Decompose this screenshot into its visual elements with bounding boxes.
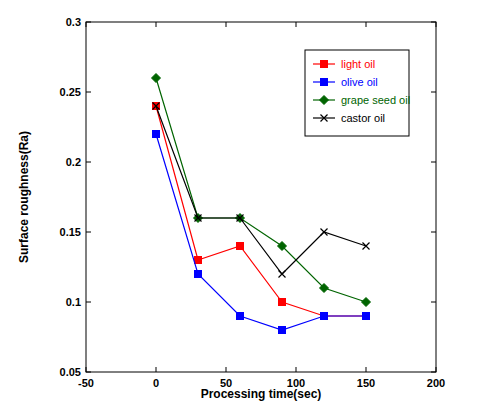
y-tick-label: 0.15 — [60, 226, 81, 238]
y-tick — [431, 92, 436, 93]
series-marker — [195, 271, 202, 278]
y-tick-label: 0.2 — [66, 156, 81, 168]
x-tick — [436, 367, 437, 372]
series-marker — [321, 313, 328, 320]
x-tick — [226, 22, 227, 27]
y-tick — [431, 162, 436, 163]
series-marker — [320, 284, 329, 293]
y-tick-label: 0.25 — [60, 86, 81, 98]
series-marker — [237, 215, 244, 222]
legend-marker — [321, 115, 328, 122]
x-tick-label: 150 — [357, 377, 375, 389]
x-tick — [436, 22, 437, 27]
series-marker — [195, 257, 202, 264]
legend-marker — [320, 96, 329, 105]
y-tick — [86, 232, 91, 233]
series-marker — [363, 313, 370, 320]
legend-marker — [321, 79, 328, 86]
x-tick — [156, 367, 157, 372]
x-tick — [226, 367, 227, 372]
legend: light oil olive oil grape seed oil castor o… — [305, 50, 410, 136]
series-marker — [279, 299, 286, 306]
y-tick-label: 0.05 — [60, 366, 81, 378]
series-marker — [363, 313, 370, 320]
legend-label: olive oil — [341, 76, 378, 88]
y-tick — [86, 302, 91, 303]
series-marker — [363, 243, 370, 250]
x-tick — [366, 22, 367, 27]
series-line — [156, 106, 366, 316]
series-marker — [278, 242, 287, 251]
y-tick-label: 0.1 — [66, 296, 81, 308]
x-tick — [86, 367, 87, 372]
x-axis-label: Processing time(sec) — [201, 387, 322, 401]
y-tick — [431, 302, 436, 303]
y-tick-label: 0.3 — [66, 16, 81, 28]
y-tick — [86, 372, 91, 373]
series-marker — [321, 313, 328, 320]
x-tick-label: -50 — [78, 377, 94, 389]
series-marker — [279, 271, 286, 278]
background — [0, 0, 486, 407]
series-marker — [152, 74, 161, 83]
chart: -500501001502000.050.10.150.20.250.3Proc… — [0, 0, 486, 407]
y-tick — [431, 232, 436, 233]
x-tick — [366, 367, 367, 372]
series-marker — [321, 229, 328, 236]
legend-box — [305, 50, 409, 136]
y-tick — [86, 162, 91, 163]
series-marker — [237, 243, 244, 250]
series-marker — [362, 298, 371, 307]
series-marker — [195, 215, 202, 222]
x-tick — [156, 22, 157, 27]
legend-label: castor oil — [341, 112, 385, 124]
series-marker — [153, 131, 160, 138]
x-tick — [86, 22, 87, 27]
y-tick — [431, 22, 436, 23]
y-tick — [86, 22, 91, 23]
series-marker — [237, 313, 244, 320]
x-tick — [296, 22, 297, 27]
y-tick — [86, 92, 91, 93]
series-marker — [279, 327, 286, 334]
plot-frame — [86, 22, 436, 372]
legend-label: grape seed oil — [341, 94, 410, 106]
series-marker — [153, 103, 160, 110]
x-tick — [296, 367, 297, 372]
series-marker — [153, 103, 160, 110]
x-tick-label: 0 — [153, 377, 159, 389]
legend-label: light oil — [341, 58, 375, 70]
y-tick — [431, 372, 436, 373]
x-tick-label: 200 — [427, 377, 445, 389]
legend-marker — [321, 61, 328, 68]
y-axis-label: Surface roughness(Ra) — [17, 131, 31, 263]
